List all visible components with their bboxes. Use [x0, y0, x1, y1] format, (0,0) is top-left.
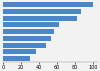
Bar: [3, 9, 81, 14]
Bar: [3, 16, 77, 21]
Bar: [3, 56, 30, 61]
Bar: [3, 49, 36, 54]
Bar: [3, 36, 51, 41]
Bar: [3, 43, 46, 48]
Bar: [3, 2, 93, 7]
Bar: [3, 29, 54, 34]
Bar: [3, 22, 59, 27]
